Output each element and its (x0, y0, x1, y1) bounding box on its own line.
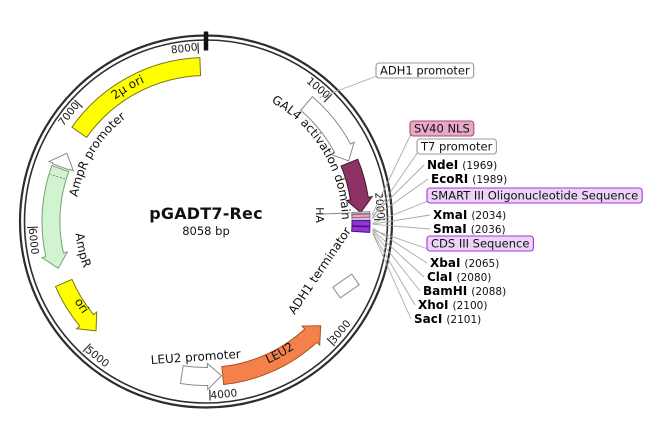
enzyme-label-layer: NdeI (1969)EcoRI (1989) XmaI (2034)SmaI (2036… (414, 158, 507, 326)
feature-label-ampr: AmpR (73, 232, 94, 269)
leader-line-NdeI (372, 164, 425, 216)
callout-t7-promoter[interactable]: T7 promoter (416, 138, 497, 155)
leader-line-XbaI (372, 227, 428, 264)
tick-mark-3000 (326, 337, 336, 347)
leader-line-sv40-nls (371, 133, 412, 216)
feature-smart3[interactable] (351, 220, 371, 227)
callout-box-t7-promoter[interactable] (416, 138, 497, 155)
tick-label-8000: 8000 (170, 41, 198, 56)
callout-label-smart3: SMART III Oligonucleotide Sequence (431, 189, 638, 203)
callout-sv40-nls[interactable]: SV40 NLS (409, 120, 475, 137)
feature-ha[interactable] (351, 210, 371, 215)
tick-mark-1000 (323, 93, 333, 103)
plasmid-size: 8058 bp (182, 224, 230, 238)
leader-line-smart3 (371, 200, 429, 224)
leader-line-cds3 (371, 229, 429, 250)
leader-line-EcoRI (372, 178, 429, 219)
feature-gal4-ad[interactable] (340, 158, 374, 214)
enzyme-label-XbaI[interactable]: XbaI (2065) (430, 256, 499, 270)
tick-label-6000: 6000 (26, 227, 41, 255)
callout-box-sv40-nls[interactable] (409, 120, 475, 137)
feature-sv40-nls[interactable] (351, 213, 371, 219)
feature-ampr-promoter-arrow[interactable] (47, 152, 75, 172)
enzyme-label-SmaI[interactable]: SmaI (2036) (433, 222, 506, 236)
enzyme-label-XhoI[interactable]: XhoI (2100) (418, 298, 487, 312)
callout-label-cds3: CDS III Sequence (431, 237, 529, 251)
enzyme-label-EcoRI[interactable]: EcoRI (1989) (431, 172, 507, 186)
callout-box-smart3[interactable] (426, 187, 643, 204)
enzyme-label-XmaI[interactable]: XmaI (2034) (433, 208, 506, 222)
leader-line-t7-promoter (371, 151, 419, 219)
callout-label-adh1-promoter: ADH1 promoter (380, 64, 470, 78)
callout-smart3[interactable]: SMART III Oligonucleotide Sequence (426, 187, 643, 204)
callout-adh1-promoter[interactable]: ADH1 promoter (375, 62, 475, 79)
feature-adh1-terminator[interactable] (332, 273, 360, 299)
leader-line-SacI (372, 232, 412, 320)
plasmid-title-block: pGADT7-Rec 8058 bp (149, 204, 263, 238)
callout-layer: ADH1 promoter SV40 NLS T7 promoter SMART II… (375, 62, 643, 252)
leader-line-SmaI (372, 223, 431, 230)
ha-label: HA (313, 207, 326, 223)
plasmid-name: pGADT7-Rec (149, 204, 263, 223)
feature-2u-ori[interactable] (71, 57, 202, 139)
feature-t7-promoter[interactable] (351, 217, 371, 221)
callout-label-t7-promoter: T7 promoter (420, 140, 493, 154)
leader-line-ClaI (372, 229, 425, 278)
leader-line-XhoI (372, 232, 416, 306)
feature-ampr[interactable] (40, 164, 70, 270)
leu2-promoter-label: LEU2 promoter (150, 347, 241, 367)
adh1-terminator-label: ADH1 terminator (285, 225, 354, 317)
feature-layer (40, 57, 374, 391)
callout-label-sv40-nls: SV40 NLS (414, 122, 470, 136)
callout-cds3[interactable]: CDS III Sequence (426, 235, 534, 252)
tick-label-4000: 4000 (210, 387, 238, 402)
leader-line-adh1-promoter (319, 75, 378, 98)
feature-adh1-promoter-arrow[interactable] (299, 95, 355, 162)
enzyme-label-BamHI[interactable]: BamHI (2088) (423, 284, 506, 298)
ampr-signal-boundary (50, 173, 65, 180)
callout-box-cds3[interactable] (426, 235, 534, 252)
feature-ori[interactable] (54, 278, 98, 332)
leader-line-XmaI (372, 214, 431, 225)
feature-cds3[interactable] (351, 225, 371, 233)
leader-line-BamHI (372, 230, 421, 292)
callout-box-adh1-promoter[interactable] (375, 62, 475, 79)
feature-leu2[interactable] (221, 325, 322, 386)
enzyme-label-SacI[interactable]: SacI (2101) (414, 312, 481, 326)
leader-line-ha (322, 212, 351, 215)
feature-leu2-promoter-arrow[interactable] (179, 362, 223, 391)
tick-mark-5000 (82, 343, 92, 353)
enzyme-label-NdeI[interactable]: NdeI (1969) (427, 158, 497, 172)
enzyme-label-ClaI[interactable]: ClaI (2080) (427, 270, 491, 284)
tick-mark-7000 (74, 99, 84, 108)
leader-line-layer (319, 75, 431, 320)
